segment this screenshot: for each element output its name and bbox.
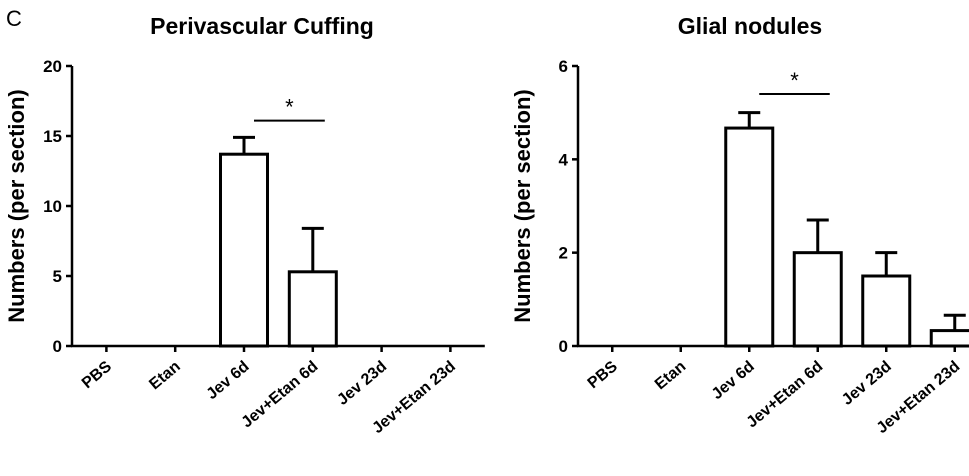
x-tick-label: Jev 23d (839, 358, 895, 409)
y-tick-label: 20 (43, 57, 62, 76)
chart-title: Perivascular Cuffing (150, 13, 374, 39)
x-tick-label: Jev 6d (709, 358, 758, 403)
x-tick-label: Jev+Etan 6d (239, 358, 322, 431)
y-tick-label: 2 (559, 244, 568, 263)
chart-2: Glial nodules Numbers (per section) 0 2 4 6 PB… (510, 13, 969, 437)
bar-jev-6d (219, 152, 269, 348)
bar-jev-23d (861, 274, 912, 348)
x-tick-label: PBS (79, 358, 115, 392)
y-axis-label: Numbers (per section) (4, 89, 29, 323)
bar-jev-6d (724, 126, 775, 348)
chart-1: Perivascular Cuffing Numbers (per section… (4, 13, 485, 437)
significance-star: * (285, 95, 294, 120)
x-tick-label: Jev 23d (334, 358, 390, 409)
significance-star: * (790, 68, 799, 93)
y-tick-label: 0 (53, 337, 62, 356)
bar-jev-etan-23d (929, 329, 969, 348)
chart-title: Glial nodules (678, 13, 822, 39)
y-tick-label: 10 (43, 197, 62, 216)
bar-jev-etan-6d (287, 270, 338, 348)
x-tick-label: Jev 6d (203, 358, 252, 403)
y-axis-label: Numbers (per section) (510, 89, 535, 323)
x-tick-label: PBS (585, 358, 621, 392)
y-tick-label: 0 (559, 337, 568, 356)
x-tick-label: Etan (652, 358, 689, 393)
panel-letter: C (6, 6, 22, 31)
y-tick-label: 15 (43, 127, 62, 146)
x-tick-label: Etan (146, 358, 183, 393)
y-tick-label: 5 (53, 267, 62, 286)
y-tick-label: 6 (559, 57, 568, 76)
y-tick-label: 4 (559, 150, 569, 169)
bar-jev-etan-6d (792, 251, 843, 348)
